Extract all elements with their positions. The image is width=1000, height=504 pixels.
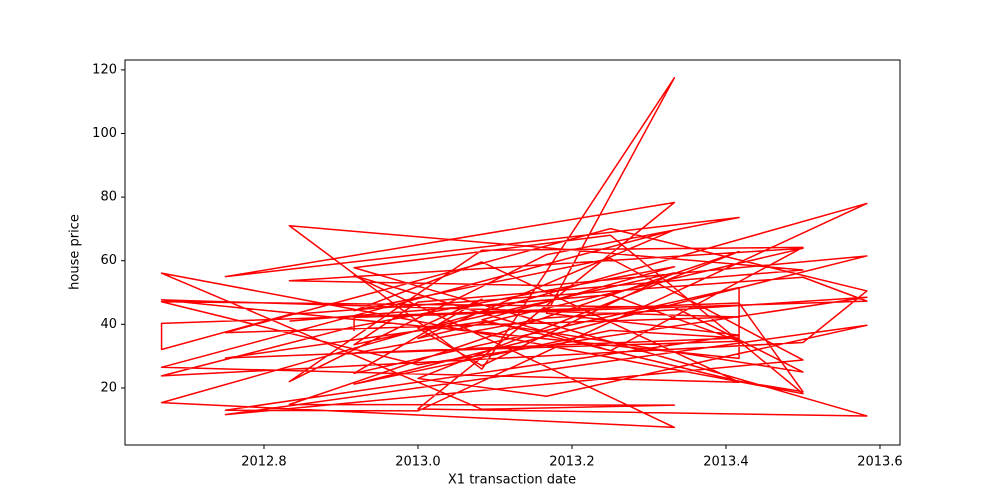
y-tick-label: 80 bbox=[100, 190, 117, 205]
plot-lines bbox=[160, 77, 868, 429]
y-tick-label: 120 bbox=[92, 62, 117, 77]
x-axis-label: X1 transaction date bbox=[448, 473, 576, 488]
x-tick-label: 2013.4 bbox=[703, 455, 749, 470]
y-tick-label: 60 bbox=[100, 253, 117, 268]
plot-area bbox=[125, 60, 900, 445]
y-tick-label: 100 bbox=[92, 126, 117, 141]
y-tick-label: 20 bbox=[100, 380, 117, 395]
y-axis-label: house price bbox=[68, 214, 83, 290]
data-line bbox=[160, 77, 868, 429]
axes-frame bbox=[124, 59, 901, 446]
x-tick-label: 2013.6 bbox=[857, 455, 903, 470]
x-tick-label: 2012.8 bbox=[241, 455, 287, 470]
x-tick-label: 2013.0 bbox=[395, 455, 441, 470]
y-tick-label: 40 bbox=[100, 317, 117, 332]
x-tick-label: 2013.2 bbox=[549, 455, 595, 470]
